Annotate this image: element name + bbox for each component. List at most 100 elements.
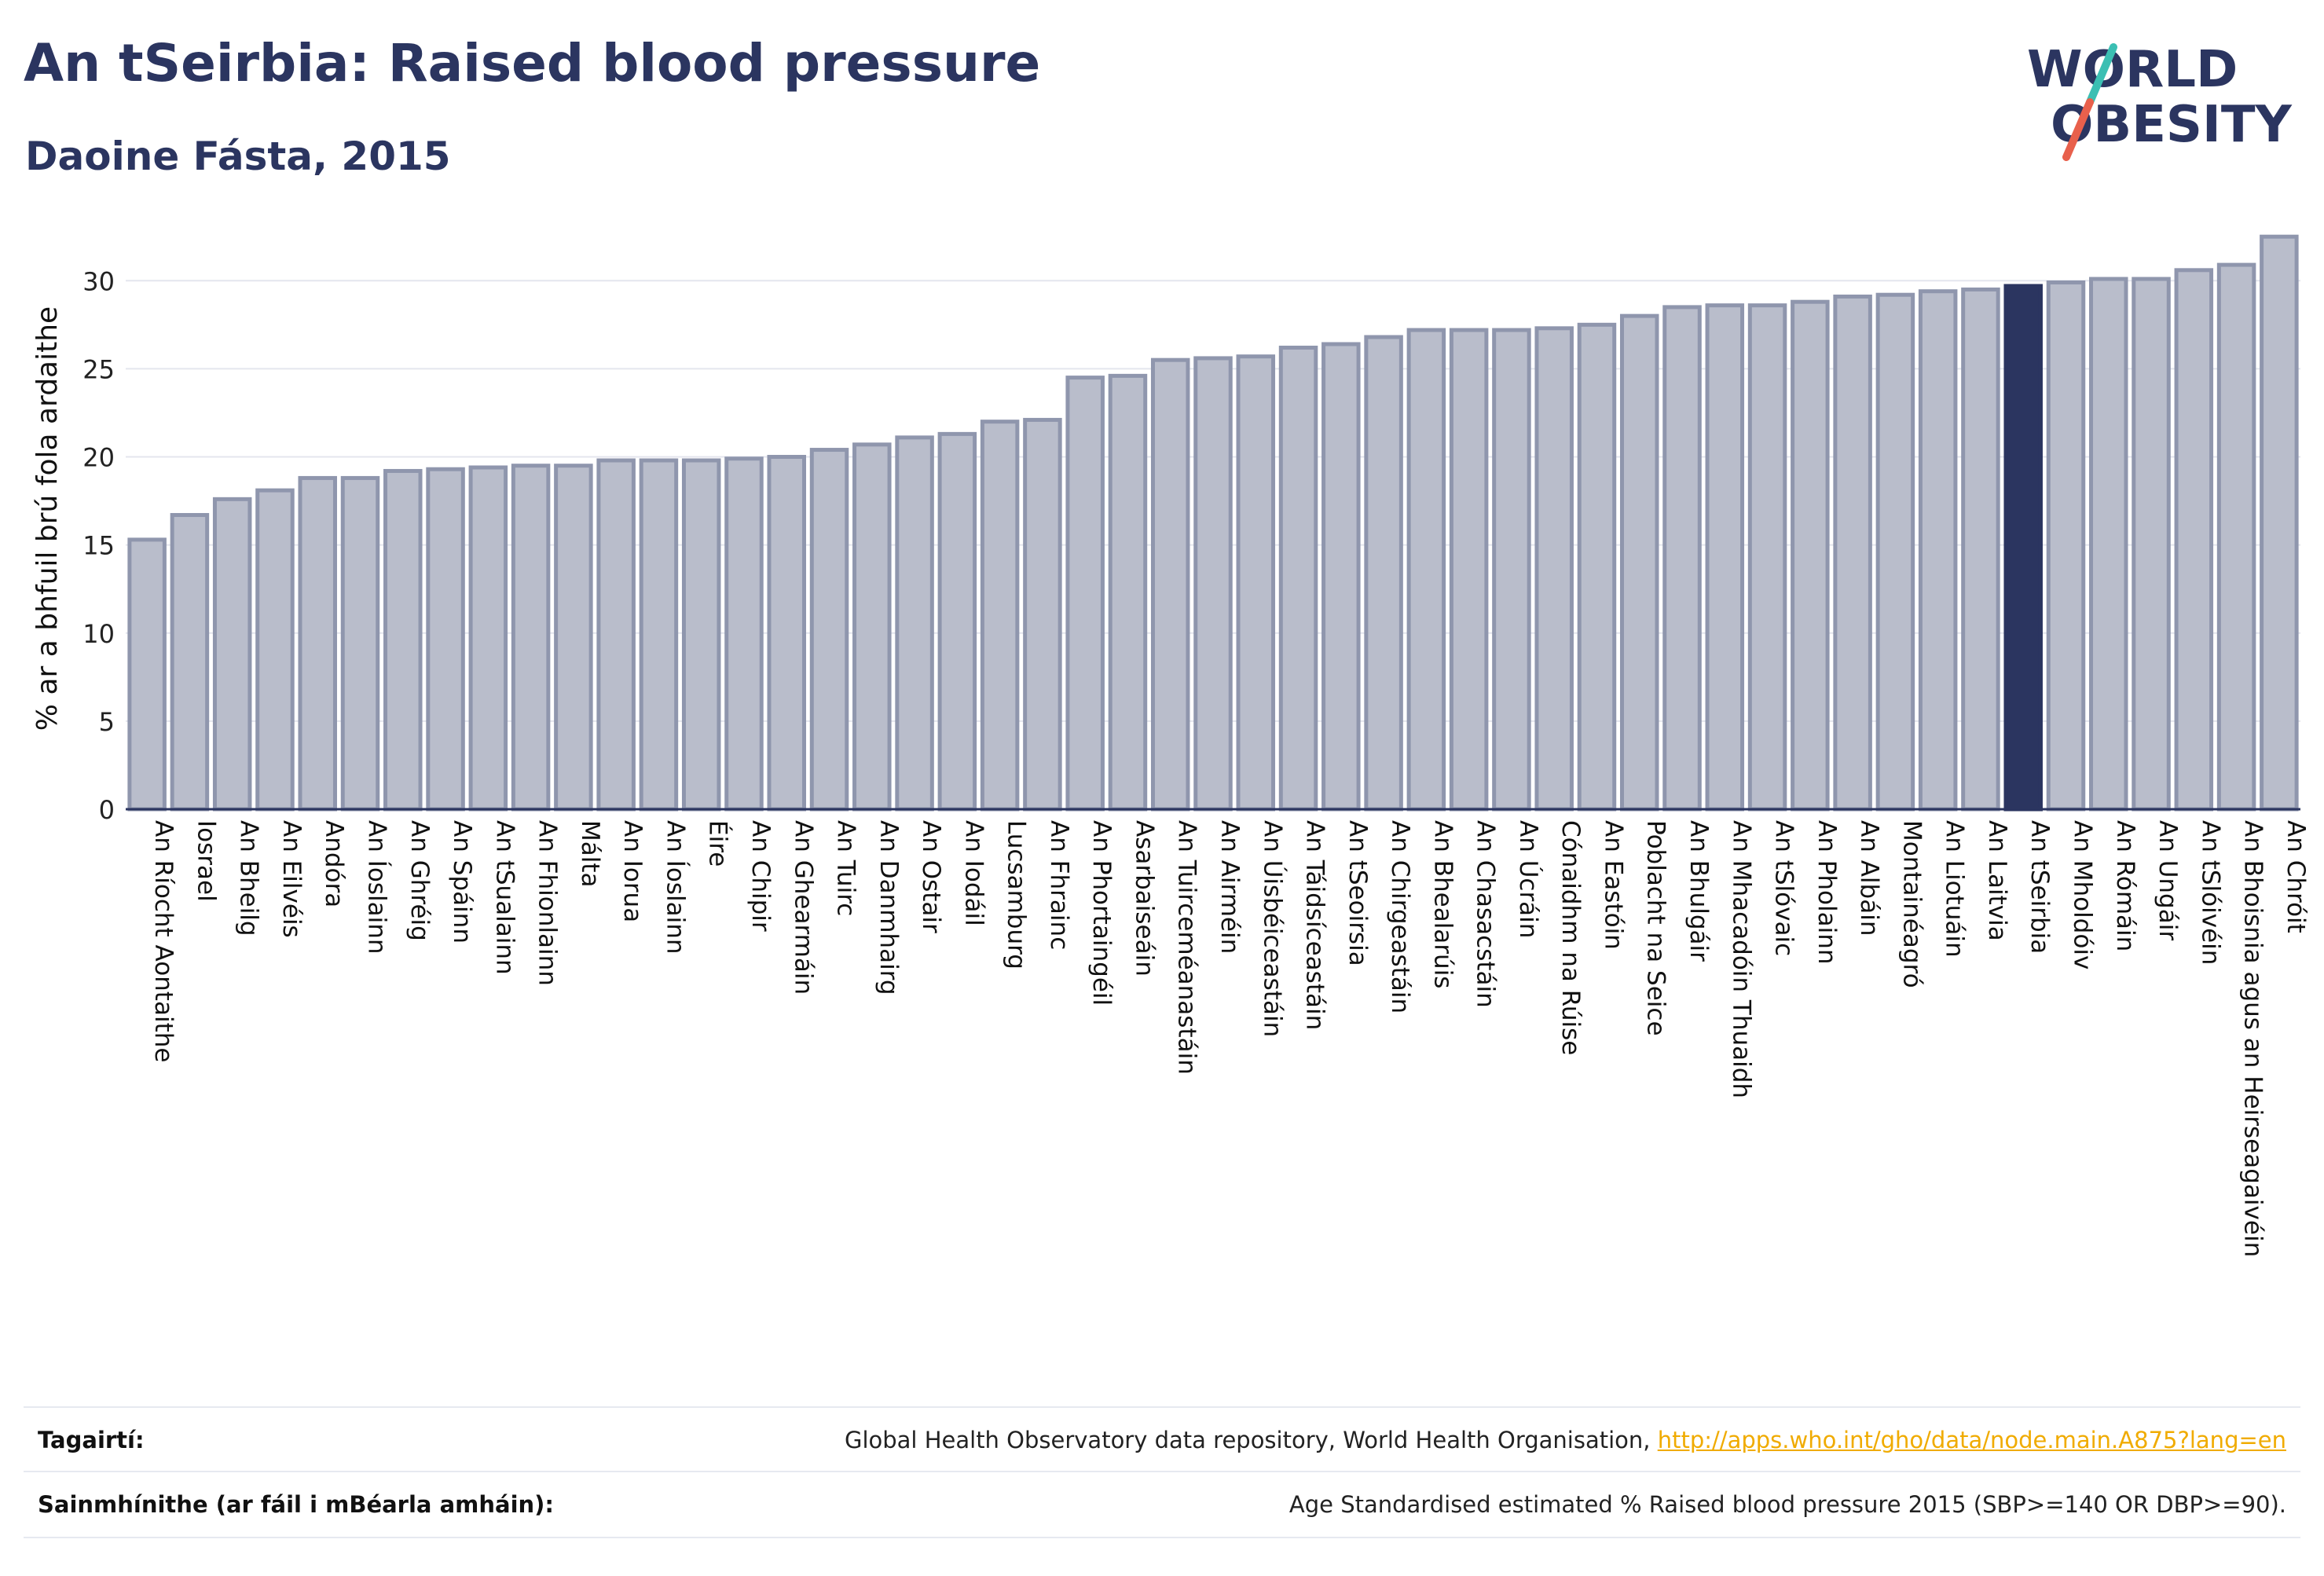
world-obesity-logo: WORLD OBESITY: [2027, 41, 2292, 161]
bar: [1364, 335, 1403, 812]
x-axis-labels: An Ríocht Aontaithe Iosrael An Bheilg An Ei…: [149, 820, 2310, 1257]
bar: [2132, 277, 2171, 812]
references-link[interactable]: http://apps.who.int/gho/data/node.main.A…: [1657, 1427, 2286, 1453]
references-text: Global Health Observatory data repositor…: [844, 1427, 1658, 1453]
x-tick-label: An Íoslainn: [661, 820, 689, 955]
x-tick-label: An Íoslainn: [363, 820, 391, 955]
x-tick-label: An Ghearmáin: [789, 820, 817, 995]
bar: [1577, 322, 1617, 812]
x-tick-label: An Táidsíceastáin: [1301, 820, 1329, 1030]
bar: [426, 467, 465, 812]
x-tick-label: An Ungáir: [2154, 820, 2182, 940]
x-tick-label: An Bhulgáir: [1684, 820, 1713, 962]
x-tick-label: An Chasacstáin: [1472, 820, 1500, 1008]
bar: [1108, 373, 1148, 812]
bar: [1236, 354, 1276, 812]
bar: [1961, 287, 2000, 812]
bar: [554, 464, 593, 812]
bar: [1875, 292, 1915, 812]
x-tick-label: An Eilvéis: [277, 820, 306, 938]
bar: [1918, 289, 1958, 812]
bar: [767, 455, 807, 812]
page-subtitle: Daoine Fásta, 2015: [25, 134, 451, 179]
x-tick-label: An Spáinn: [448, 820, 476, 944]
bar: [1023, 417, 1062, 812]
x-tick-label: An tSeoirsia: [1343, 820, 1372, 966]
x-tick-label: An tSualainn: [490, 820, 519, 975]
x-tick-label: An Chipir: [746, 820, 775, 932]
references-label: Tagairtí:: [38, 1427, 145, 1453]
bar: [1705, 303, 1745, 812]
x-tick-label: An Albáin: [1855, 820, 1883, 936]
bar: [1833, 294, 1872, 812]
references-value: Global Health Observatory data repositor…: [845, 1427, 2286, 1453]
x-tick-label: An tSeirbia: [2025, 820, 2054, 954]
x-tick-label: An Iodáil: [959, 820, 988, 926]
x-tick-label: An Tuirceméanastáin: [1173, 820, 1201, 1075]
bar: [1150, 357, 1190, 812]
bar: [2216, 262, 2256, 812]
bar: [1406, 328, 1446, 812]
bar: [2174, 268, 2214, 812]
y-tick-label: 20: [82, 443, 115, 473]
bar: [724, 456, 764, 812]
x-tick-label: An Bhoisnia agus an Heirseagaivéin: [2239, 820, 2267, 1257]
bar: [895, 435, 934, 812]
y-tick-label: 25: [82, 354, 115, 384]
x-tick-label: An tSlóvaic: [1770, 820, 1798, 956]
x-tick-label: An Ghréig: [405, 820, 434, 941]
y-tick-label: 15: [82, 531, 115, 561]
bar: [468, 465, 508, 812]
bar: [298, 475, 337, 812]
bar: [1321, 342, 1361, 812]
x-tick-label: An Bhealarúis: [1428, 820, 1457, 988]
bar: [255, 488, 295, 812]
bar: [383, 468, 423, 812]
x-tick-label: Málta: [576, 820, 604, 888]
x-tick-label: An Rómáin: [2111, 820, 2139, 951]
bar: [1747, 303, 1787, 812]
x-tick-label: An Chirgeastáin: [1386, 820, 1414, 1013]
x-tick-label: An Fhrainc: [1045, 820, 1073, 950]
bar: [1492, 328, 1531, 812]
bar: [1065, 376, 1105, 812]
logo-slash-teal: [2086, 43, 2117, 106]
bar: [1278, 345, 1318, 812]
bar: [1791, 299, 1830, 812]
x-tick-label: An Eastóin: [1599, 820, 1627, 950]
bar: [639, 458, 679, 812]
x-tick-label: An Pholainn: [1813, 820, 1841, 965]
x-tick-label: An Iorua: [618, 820, 647, 922]
x-tick-label: An Ríocht Aontaithe: [149, 820, 178, 1062]
logo-line1: WORLD: [2027, 41, 2238, 99]
bar: [340, 475, 380, 812]
references-row: Tagairtí: Global Health Observatory data…: [24, 1406, 2300, 1472]
bar: [980, 420, 1020, 812]
bar: [852, 442, 892, 812]
bar: [937, 431, 977, 812]
definitions-row: Sainmhínithe (ar fáil i mBéarla amháin):…: [24, 1471, 2300, 1538]
x-tick-label: An Phortaingéil: [1087, 820, 1116, 1006]
bar: [212, 497, 252, 812]
bar: [2089, 277, 2128, 812]
bar: [127, 537, 167, 812]
y-axis-ticks: 0 5 10 15 20 25 30: [82, 266, 115, 825]
x-tick-label: An Fhionlainn: [533, 820, 562, 986]
x-tick-label: An Bheilg: [235, 820, 263, 936]
logo-slash-red: [2062, 98, 2094, 161]
y-tick-label: 0: [99, 795, 115, 825]
x-tick-label: An Úcráin: [1514, 820, 1543, 938]
bar: [2046, 280, 2086, 812]
x-tick-label: An Úisbéiceastáin: [1258, 820, 1287, 1037]
x-tick-label: Cónaidhm na Rúise: [1556, 820, 1585, 1055]
bar: [170, 513, 210, 812]
bar: [511, 464, 551, 812]
x-tick-label: Montainéagró: [1897, 820, 1926, 988]
bar: [1193, 356, 1233, 812]
y-tick-label: 30: [82, 266, 115, 296]
x-tick-label: An Mholdóiv: [2068, 820, 2096, 969]
bar: [2260, 234, 2299, 812]
definitions-label: Sainmhínithe (ar fáil i mBéarla amháin):: [38, 1491, 555, 1518]
bar: [1619, 313, 1659, 812]
